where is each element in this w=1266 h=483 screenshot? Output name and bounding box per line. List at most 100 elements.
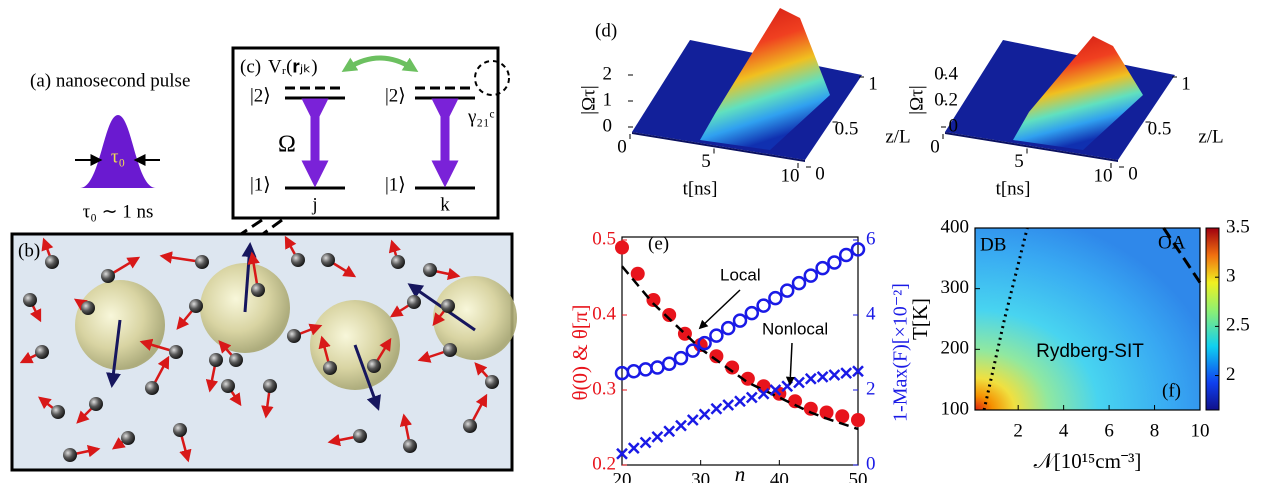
data-dot [819,405,834,420]
atom [367,359,381,373]
atom [121,431,135,445]
data-circle [827,255,842,270]
x-tick-label: 0 [617,136,627,157]
data-dot [662,308,677,322]
level: |2⟩ [385,85,406,106]
y-axis-label: z/L [1198,126,1223,147]
annotation: Rydberg-SIT [1036,341,1144,362]
atom [323,361,337,375]
data-circle [756,298,771,313]
rabi: Ω [278,132,296,158]
boundary-line [1162,227,1202,284]
atom [63,448,77,462]
annotation: OA [1158,232,1186,253]
surface-ridge [700,8,830,150]
panel-c-label: (c) [240,56,261,77]
y-tick-label: 0.5 [1148,118,1172,139]
data-cross [710,402,723,415]
data-cross [804,372,817,385]
y-tick-label: 0.4 [592,303,616,324]
data-circle [744,305,760,321]
z-axis-label: |Ωτ| [578,85,599,114]
data-circle [709,328,724,343]
atom [321,253,335,267]
x-axis-label: t[ns] [996,178,1031,199]
pulse [80,115,156,188]
interaction-arrow [341,55,419,72]
z-axis-label: |Ωτ| [906,85,927,114]
x-tick-label: 40 [770,469,789,483]
y2-tick-label: 6 [866,228,876,249]
x-tick-label: 50 [849,469,868,483]
x-tick-label: 10 [781,165,800,186]
x-tick-label: 2 [1013,420,1023,441]
interaction: Vᵣ(𝐫ⱼₖ) [268,56,318,77]
panel-a-label: (a) nanosecond pulse [30,70,190,91]
atom-label: j [311,194,317,215]
atom [229,353,243,367]
colorbar-tick-label: 3.5 [1226,216,1250,237]
y-tick-label: 0 [1128,163,1138,184]
data-dot [803,401,818,416]
panel-label: (f) [1162,380,1181,401]
data-dot [630,266,645,281]
data-dot [615,240,629,255]
atom [195,255,209,269]
x-tick-label: 5 [701,151,711,172]
x-tick-label: 8 [1150,420,1160,441]
x-tick-label: 5 [1014,151,1024,172]
atom [35,345,49,359]
y-axis-label: T[K] [908,298,932,340]
z-tick-label: 1 [603,89,613,110]
atom-label: k [440,194,450,215]
annotation: Nonlocal [762,319,828,338]
z-tick-label: 0 [949,115,959,136]
atom [441,299,455,313]
colorbar-tick-label: 2.5 [1226,315,1250,336]
data-circle [803,268,819,283]
atom [209,353,223,367]
x-tick-label: 10 [1191,420,1210,441]
data-cross [722,399,735,411]
zoom-line [229,218,283,260]
decay: γ₂₁ᶜ [467,106,495,127]
data-cross [734,395,746,408]
y-tick-label: 0.5 [835,118,859,139]
atom [353,429,367,443]
z-tick-label: 0 [603,115,613,136]
data-cross [686,414,699,426]
x-tick-label: 30 [691,469,710,483]
colorbar-tick-label: 2 [1226,364,1236,385]
y-tick-label: 1 [868,73,878,94]
data-cross [828,369,841,381]
y2-axis-label: 1-Max(F)[×10⁻²] [890,283,912,422]
surface-front [632,132,805,162]
data-cross [675,419,687,432]
data-circle [673,350,689,366]
colorbar [1205,227,1220,411]
atom [391,255,405,269]
atom [251,283,265,297]
data-cross [745,391,758,404]
data-cross [793,376,805,389]
data-dot [725,360,740,375]
y-tick-label: 1 [1181,73,1191,94]
y2-tick-label: 0 [866,453,876,474]
atom [403,439,417,453]
data-cross [816,370,829,383]
pulse-caption: τ₀ ∼ 1 ns [83,201,154,222]
annotation: Local [720,265,761,284]
atom [485,375,499,389]
panel-d-label: (d) [595,20,617,41]
data-dot [835,409,850,424]
atom [51,405,65,419]
rydberg-sphere [433,276,517,360]
atom [89,397,103,411]
data-dot [740,371,755,386]
data-cross [698,408,711,421]
fit-line [621,265,859,431]
atom [189,299,203,313]
x-tick-label: 6 [1104,420,1114,441]
atom [443,343,457,357]
